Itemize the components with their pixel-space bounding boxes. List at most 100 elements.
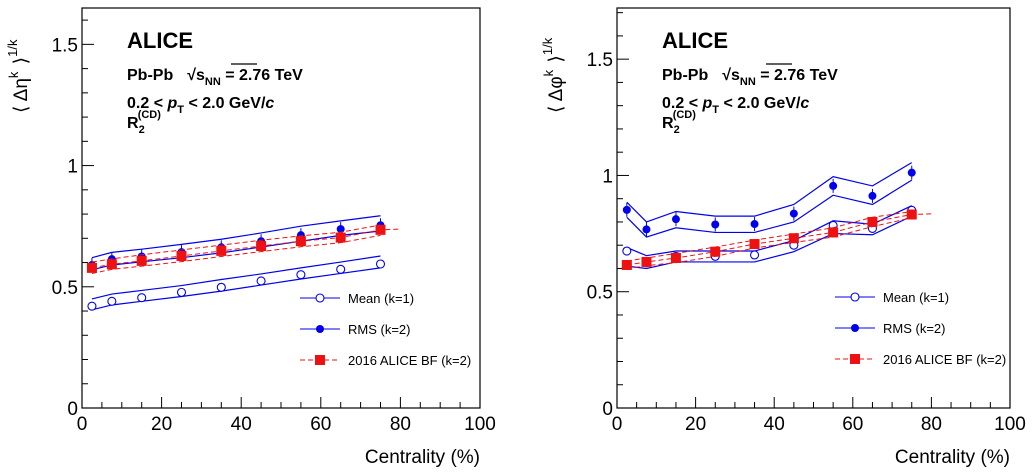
energy-subscript: NN [205,76,221,88]
series-2 [87,215,385,272]
data-point [375,259,386,269]
data-point [256,276,266,286]
data-point [216,282,226,292]
legend-label-1: Mean (k=1) [348,291,414,306]
y-axis-title-sup-1k: 1/k [5,39,20,57]
x-tick-label: 60 [842,414,863,435]
x-tick-label: 60 [310,414,331,435]
r2-label: R2 (CD) [662,109,696,136]
y-tick-label: 0.5 [587,283,613,304]
x-tick-label: 20 [685,414,706,435]
data-point [906,209,917,220]
x-tick-label: 100 [464,414,496,435]
data-point [106,259,117,270]
x-tick-label: 80 [921,414,942,435]
data-point [216,245,227,256]
pt-subscript: T [177,104,184,116]
bf-central-line [91,228,401,269]
data-point [622,246,632,256]
systematic-band-lower [91,267,381,311]
legend-label-1: Mean (k=1) [883,290,949,305]
data-point [868,191,877,200]
x-tick-label: 80 [390,414,411,435]
data-point [335,232,346,243]
data-point [829,181,838,190]
plot-area [86,215,401,311]
data-point [176,251,187,261]
x-tick-label: 0 [77,414,88,435]
pt-subscript: T [712,104,719,116]
legend-marker [315,293,325,303]
energy-subscript: NN [740,76,756,88]
system-name: Pb-Pb [127,67,173,84]
y-axis-title-sup-k: k [541,69,556,76]
data-point [136,255,147,266]
pt-upper: < 2.0 GeV/ [184,95,266,112]
data-point [622,205,631,214]
data-point [749,250,760,260]
system-label: Pb-Pb √sNN = 2.76 TeV [127,67,303,88]
legend-label-3: 2016 ALICE BF (k=2) [348,353,471,368]
systematic-band-lower [626,179,913,238]
bf-central-line [626,213,932,266]
system-name: Pb-Pb [662,67,708,84]
y-tick-label: 0 [602,399,613,420]
legend-marker [315,355,325,365]
r2-R: R [127,115,139,132]
systematic-band-upper [626,162,913,223]
systematic-band-upper [91,255,381,300]
pt-range-label: 0.2 < pT < 2.0 GeV/c [662,95,809,116]
pt-lower: 0.2 < [662,95,702,112]
y-axis-title-close: ⟩ [11,57,32,70]
data-point [670,253,681,263]
data-point [711,220,720,229]
y-axis-title-sup-k: k [6,71,21,78]
systematic-band-lower [626,215,913,270]
panel-right: 0 20 40 60 80 100 0 0.5 1 1.5 Centrality (%) ⟨ Δφk … [540,7,1026,468]
x-axis-title: Centrality (%) [365,447,480,468]
pt-c: c [800,95,809,112]
energy-value: = 2.76 TeV [756,67,838,84]
data-point [137,293,147,303]
sqrt-symbol: √ [187,67,196,84]
pt-upper: < 2.0 GeV/ [719,95,801,112]
sqrt-symbol: √ [722,67,731,84]
system-label: Pb-Pb √sNN = 2.76 TeV [662,67,838,88]
data-point [86,262,97,273]
data-point [828,227,839,238]
plot-area [621,162,932,270]
y-axis-title-sup-1k: 1/k [540,37,555,55]
data-point [671,215,680,224]
legend-marker [316,325,324,333]
data-point [749,239,760,250]
y-axis-title: ⟨ Δφk ⟩1/k [540,37,567,113]
r2-subscript: 2 [139,124,145,136]
y-tick-label: 1.5 [52,35,78,56]
legend: Mean (k=1) RMS (k=2) 2016 ALICE BF (k=2) [835,290,1006,367]
x-tick-label: 100 [994,414,1026,435]
experiment-label: ALICE [127,28,193,53]
series-1 [87,255,386,311]
systematic-band-upper [91,215,381,259]
x-tick-label: 20 [151,414,172,435]
y-axis-title-main: ⟨ Δφ [546,76,567,113]
y-tick-label: 1 [602,166,613,187]
pt-symbol: p [701,95,712,112]
legend: Mean (k=1) RMS (k=2) 2016 ALICE BF (k=2) [300,291,471,368]
data-point [641,256,652,267]
legend-label-2: RMS (k=2) [883,321,945,336]
data-point [296,270,306,280]
pt-range-label: 0.2 < pT < 2.0 GeV/c [127,95,274,116]
data-point [788,233,799,244]
series-2 [622,162,916,238]
x-axis-title: Centrality (%) [895,447,1010,468]
x-tick-label: 40 [764,414,785,435]
legend-marker [851,324,859,332]
data-point [750,220,759,229]
data-point [107,296,117,306]
y-tick-label: 0.5 [52,278,78,299]
data-point [789,209,798,218]
data-point [87,301,97,311]
legend-marker [850,354,860,364]
